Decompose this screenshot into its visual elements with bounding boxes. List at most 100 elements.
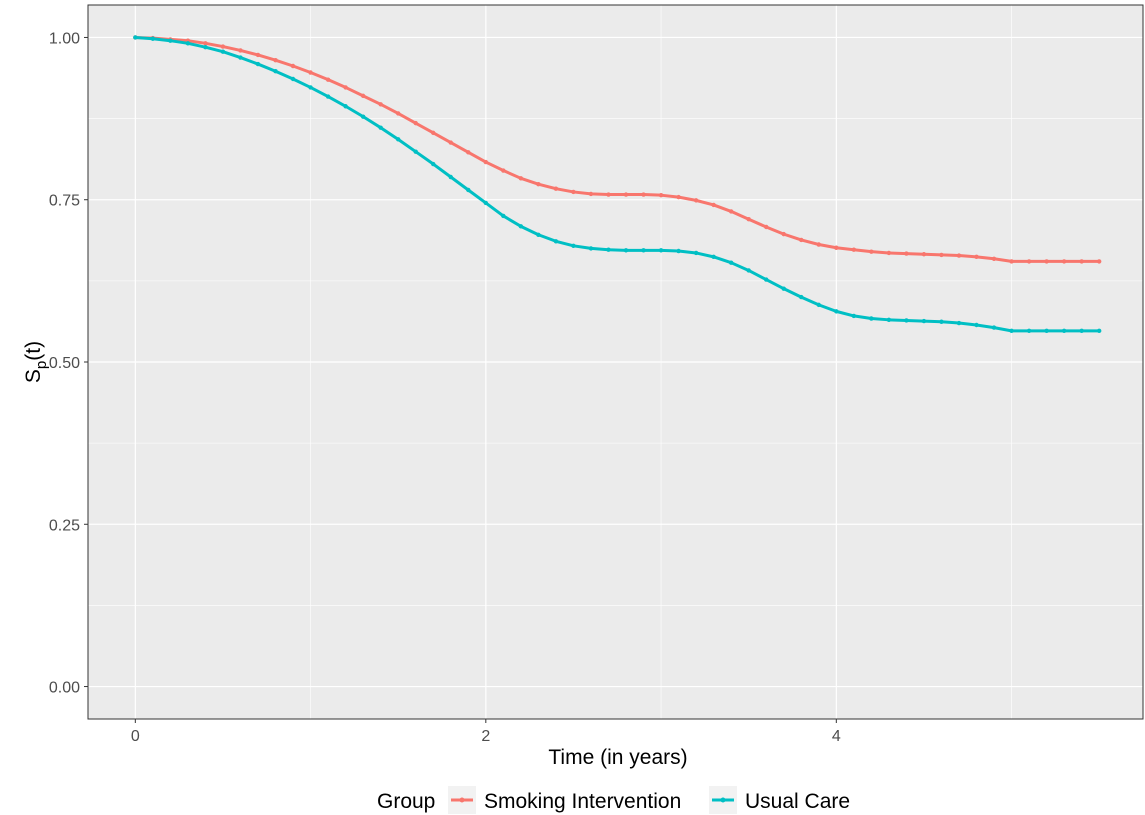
data-point-usual-care: [746, 268, 751, 273]
data-point-smoking-intervention: [1009, 259, 1014, 264]
data-point-usual-care: [185, 41, 191, 46]
y-axis: 0.00 0.25 0.50 0.75 1.00: [49, 30, 88, 697]
data-point-usual-care: [238, 55, 243, 60]
data-point-usual-care: [588, 246, 594, 251]
data-point-smoking-intervention: [623, 192, 629, 197]
data-point-usual-care: [921, 318, 927, 324]
data-point-smoking-intervention: [834, 245, 839, 250]
data-point-usual-care: [623, 248, 629, 253]
data-point-usual-care: [518, 224, 524, 229]
data-point-smoking-intervention: [1044, 259, 1049, 264]
series-layer: [133, 35, 1102, 334]
data-point-usual-care: [781, 286, 786, 291]
data-point-smoking-intervention: [553, 186, 559, 191]
y-tick-label: 0.75: [49, 193, 80, 210]
data-point-usual-care: [571, 243, 576, 249]
data-point-smoking-intervention: [799, 237, 804, 243]
data-point-usual-care: [886, 317, 892, 323]
data-point-smoking-intervention: [378, 102, 383, 107]
data-point-smoking-intervention: [466, 150, 471, 155]
data-point-smoking-intervention: [360, 93, 366, 99]
data-point-smoking-intervention: [816, 242, 821, 247]
data-point-usual-care: [273, 69, 278, 74]
y-axis-title: Sp(t): [22, 341, 50, 383]
data-point-smoking-intervention: [255, 52, 261, 58]
data-point-usual-care: [693, 250, 699, 256]
data-point-smoking-intervention: [693, 198, 699, 203]
data-point-usual-care: [290, 76, 296, 82]
data-point-smoking-intervention: [1061, 259, 1067, 264]
data-point-smoking-intervention: [571, 189, 576, 195]
data-point-usual-care: [1044, 328, 1049, 334]
data-point-usual-care: [799, 294, 804, 300]
legend-point-usual-care: [720, 797, 726, 803]
x-axis-title: Time (in years): [548, 746, 687, 769]
data-point-usual-care: [956, 320, 962, 326]
x-tick-label: 0: [131, 728, 140, 745]
data-point-usual-care: [203, 44, 208, 50]
x-axis: 0 2 4: [131, 719, 841, 745]
data-point-usual-care: [168, 38, 173, 43]
y-tick-label: 0.50: [49, 355, 80, 372]
data-point-smoking-intervention: [921, 252, 927, 257]
data-point-usual-care: [658, 248, 664, 253]
y-tick-label: 0.25: [49, 517, 80, 534]
data-point-usual-care: [325, 94, 331, 99]
data-point-usual-care: [974, 322, 979, 328]
data-point-smoking-intervention: [203, 41, 208, 46]
data-point-smoking-intervention: [641, 192, 646, 197]
legend: Group Smoking Intervention Usual Care: [377, 786, 850, 814]
data-point-usual-care: [711, 254, 716, 260]
data-point-smoking-intervention: [308, 70, 313, 75]
data-point-usual-care: [851, 313, 857, 319]
data-point-usual-care: [904, 318, 909, 323]
data-point-smoking-intervention: [483, 159, 489, 165]
data-point-usual-care: [395, 137, 401, 142]
data-point-smoking-intervention: [904, 251, 909, 256]
data-point-usual-care: [133, 35, 138, 40]
data-point-smoking-intervention: [991, 256, 997, 261]
y-axis-title-subscript: p: [33, 361, 50, 369]
data-point-usual-care: [869, 316, 874, 321]
data-point-usual-care: [1009, 328, 1014, 334]
data-point-smoking-intervention: [764, 224, 769, 230]
series-usual-care: [133, 35, 1102, 334]
grid: [88, 5, 1143, 719]
data-point-usual-care: [1061, 328, 1067, 334]
data-point-smoking-intervention: [588, 191, 594, 197]
y-axis-title-main: S: [22, 369, 45, 383]
data-point-smoking-intervention: [851, 247, 857, 252]
data-point-smoking-intervention: [273, 57, 278, 63]
data-point-smoking-intervention: [1026, 259, 1032, 264]
data-point-smoking-intervention: [501, 168, 506, 173]
x-tick-label: 4: [832, 728, 841, 745]
data-point-smoking-intervention: [1096, 259, 1102, 264]
legend-point-smoking-intervention: [459, 797, 465, 803]
data-point-usual-care: [448, 174, 453, 180]
data-point-smoking-intervention: [536, 181, 541, 187]
data-point-smoking-intervention: [395, 111, 401, 116]
data-point-usual-care: [641, 248, 646, 253]
data-point-usual-care: [764, 277, 769, 282]
data-point-smoking-intervention: [343, 85, 348, 90]
legend-label-usual-care: Usual Care: [745, 790, 850, 813]
data-point-usual-care: [939, 319, 944, 324]
data-point-usual-care: [553, 239, 559, 244]
data-point-smoking-intervention: [220, 44, 226, 49]
data-point-usual-care: [343, 104, 348, 109]
data-point-usual-care: [378, 125, 383, 130]
data-point-smoking-intervention: [413, 120, 418, 126]
x-tick-label: 2: [481, 728, 490, 745]
data-point-smoking-intervention: [325, 77, 331, 82]
data-point-usual-care: [991, 325, 997, 330]
data-point-usual-care: [1096, 328, 1102, 334]
data-point-smoking-intervention: [518, 176, 524, 181]
data-point-smoking-intervention: [658, 192, 664, 198]
data-point-usual-care: [220, 49, 226, 54]
data-point-smoking-intervention: [728, 209, 734, 214]
data-point-usual-care: [606, 247, 611, 252]
data-point-usual-care: [360, 114, 366, 119]
data-point-smoking-intervention: [238, 48, 243, 53]
data-point-usual-care: [255, 61, 261, 67]
